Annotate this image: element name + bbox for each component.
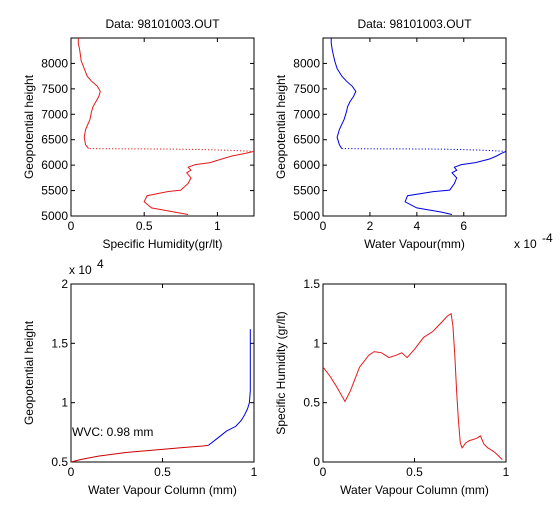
y-tick-label: 8000 [41, 56, 68, 70]
y-tick-label: 1 [313, 336, 320, 350]
x-axis-label: Water Vapour Column (mm) [88, 483, 237, 497]
y-tick-label: 5500 [41, 184, 68, 198]
y-tick-label: 6000 [293, 158, 320, 172]
y-tick-label: 6500 [293, 133, 320, 147]
y-tick-label: 1.5 [303, 277, 320, 291]
axes-box [70, 37, 255, 217]
series-line-lower [404, 150, 507, 215]
y-tick-label: 7500 [293, 82, 320, 96]
series-line-upper [330, 38, 357, 149]
y-axis-label: Geopotential height [274, 74, 288, 179]
axes-box [322, 283, 507, 463]
chart-title: Data: 98101003.OUT [105, 17, 220, 31]
y-tick-label: 7500 [41, 82, 68, 96]
y-axis-label: Specific Humidity (gr/lt) [274, 311, 288, 434]
x-tick-label: 1 [251, 465, 258, 479]
y-tick-label: 0.5 [303, 396, 320, 410]
y-tick-label: 5500 [293, 184, 320, 198]
axes-box [322, 37, 507, 217]
wvc-annotation: WVC: 0.98 mm [72, 425, 153, 439]
series-line-upper [77, 38, 101, 149]
x-axis-label: Specific Humidity(gr/lt) [102, 237, 222, 251]
y-tick-label: 6000 [41, 158, 68, 172]
x-axis-label: Water Vapour Column (mm) [340, 483, 489, 497]
x-axis-label: Water Vapour(mm) [364, 237, 465, 251]
x-tick-label: 1 [503, 465, 510, 479]
x-axis-exponent: x 10 [514, 237, 537, 251]
y-tick-label: 1 [61, 396, 68, 410]
x-tick-label: 0.5 [154, 465, 171, 479]
y-tick-label: 7000 [41, 107, 68, 121]
x-tick-label: 0 [320, 465, 327, 479]
series-line-lower [143, 150, 255, 215]
x-tick-label: 2 [367, 219, 374, 233]
series-line-dotted [88, 148, 255, 152]
y-axis-exponent-power: 4 [97, 257, 104, 271]
y-axis-exponent: x 10 [69, 263, 92, 277]
y-tick-label: 6500 [41, 133, 68, 147]
y-tick-label: 5000 [41, 209, 68, 223]
x-tick-label: 1 [214, 219, 221, 233]
subplot-2: 0 2 4 6 5000 5500 6000 6500 7000 7500 8000 Data: 98… [274, 17, 553, 251]
y-tick-label: 7000 [293, 107, 320, 121]
x-tick-label: 0.5 [406, 465, 423, 479]
y-tick-label: 2 [61, 277, 68, 291]
x-tick-label: 0 [68, 465, 75, 479]
series-line-red [70, 444, 209, 463]
y-tick-label: 0 [313, 455, 320, 469]
y-tick-label: 1.5 [51, 336, 68, 350]
y-tick-label: 5000 [293, 209, 320, 223]
x-tick-label: 6 [460, 219, 467, 233]
subplot-4: 0 0.5 1 0 0.5 1 1.5 Water Vapour Column (mm) Spe… [274, 277, 510, 497]
chart-title: Data: 98101003.OUT [357, 17, 472, 31]
x-axis-exponent-power: -4 [542, 231, 553, 245]
series-line [322, 312, 503, 460]
x-tick-label: 4 [414, 219, 421, 233]
x-tick-label: 0 [320, 219, 327, 233]
x-tick-label: 0.5 [136, 219, 153, 233]
series-line-dotted [341, 148, 507, 152]
y-tick-label: 8000 [293, 56, 320, 70]
y-axis-label: Geopotential height [22, 320, 36, 425]
y-tick-label: 0.5 [51, 455, 68, 469]
x-tick-label: 0 [68, 219, 75, 233]
y-axis-label: Geopotential height [22, 74, 36, 179]
series-line-blue [207, 329, 251, 446]
subplot-1: 0 0.5 1 5000 5500 6000 6500 7000 7500 8000 Data: 9… [22, 17, 255, 251]
